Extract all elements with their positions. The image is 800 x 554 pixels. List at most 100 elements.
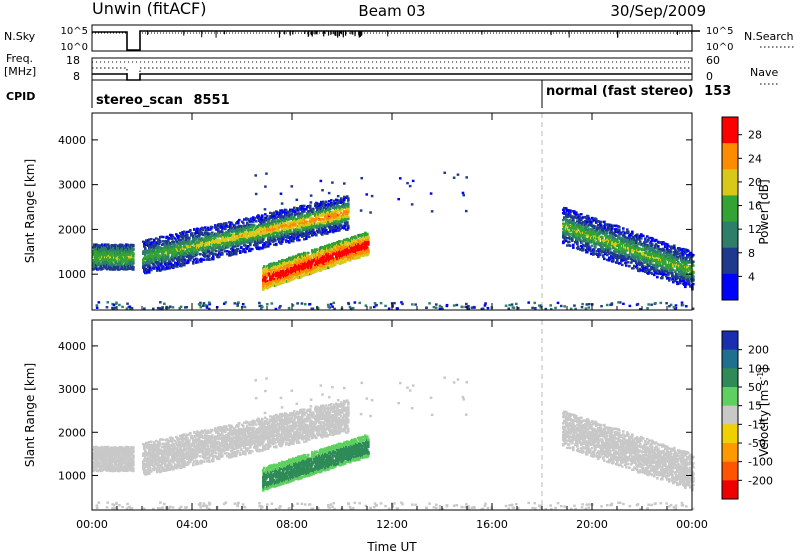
power-cell — [242, 226, 245, 229]
power-cell — [305, 273, 308, 277]
power-cell — [299, 212, 302, 215]
power-cell — [167, 264, 170, 268]
cpid-segment-2: normal (fast stereo) 153 — [546, 84, 731, 99]
power-cell — [120, 246, 123, 249]
power-cell — [161, 252, 164, 256]
power-cell — [132, 261, 135, 264]
cpid-name-2: normal (fast stereo) — [546, 84, 694, 99]
power-cell — [262, 238, 265, 241]
power-cell — [144, 264, 147, 267]
power-cell — [182, 232, 185, 236]
power-cell — [297, 209, 300, 212]
power-cell — [321, 214, 324, 217]
power-cell — [347, 199, 350, 202]
power-cell — [323, 206, 326, 209]
power-cell — [318, 221, 321, 225]
power-cell — [158, 267, 161, 271]
power-cell — [275, 223, 278, 226]
power-cell — [336, 251, 339, 254]
power-cell — [302, 215, 305, 219]
power-cell — [249, 242, 252, 245]
power-cell — [143, 245, 146, 248]
power-cell — [282, 221, 285, 224]
power-cell — [202, 233, 205, 237]
power-cell — [225, 238, 228, 241]
power-cell — [241, 240, 244, 243]
power-cell — [354, 256, 357, 259]
power-cell — [230, 253, 233, 256]
power-cell — [204, 240, 207, 244]
power-echo-cells — [92, 171, 695, 311]
power-cell — [183, 257, 186, 261]
power-cell — [193, 228, 196, 231]
power-cell — [107, 249, 110, 252]
power-cell — [232, 243, 235, 246]
power-cell — [281, 259, 284, 262]
power-cell — [310, 272, 313, 275]
power-cell — [300, 260, 303, 264]
power-cell — [164, 243, 167, 246]
power-cell — [232, 248, 235, 251]
power-cell — [246, 247, 249, 251]
power-cell — [200, 260, 203, 263]
power-cell — [180, 238, 183, 241]
power-cell — [179, 254, 182, 257]
power-cell — [286, 220, 289, 223]
power-cell — [342, 250, 345, 253]
power-cell — [241, 238, 244, 242]
power-cell — [98, 252, 101, 256]
power-cell — [198, 243, 201, 246]
power-cell — [273, 236, 276, 240]
power-cell — [269, 221, 272, 225]
nave-tick-top: 60 — [706, 54, 720, 67]
power-cell — [316, 265, 319, 268]
power-cell — [102, 250, 105, 254]
power-cell — [347, 205, 350, 209]
power-cell — [113, 263, 116, 267]
power-cell — [339, 227, 342, 231]
power-cell — [339, 205, 342, 208]
power-cell — [340, 224, 343, 227]
power-cell — [300, 218, 303, 221]
power-cell — [308, 232, 311, 236]
power-cell — [331, 261, 334, 265]
power-cell — [101, 243, 104, 246]
power-cell — [225, 236, 228, 240]
power-cell — [281, 260, 284, 264]
power-cell — [323, 202, 326, 206]
power-cell — [311, 262, 314, 265]
power-cell — [287, 222, 290, 225]
power-cell — [261, 240, 264, 244]
power-cell — [322, 227, 325, 230]
power-cell — [172, 250, 175, 253]
power-cell — [334, 226, 337, 230]
power-cell — [300, 275, 303, 279]
power-cell — [92, 267, 95, 270]
power-cell — [124, 265, 127, 268]
power-cell — [254, 240, 257, 243]
power-cell — [214, 245, 217, 248]
power-cell — [248, 227, 251, 231]
power-cell — [307, 211, 310, 215]
power-cell — [167, 253, 170, 256]
power-cell — [316, 253, 319, 257]
power-cell — [320, 220, 323, 224]
power-cell — [293, 277, 296, 280]
power-cell — [309, 207, 312, 210]
power-cell — [284, 230, 287, 234]
power-cell — [305, 224, 308, 228]
power-cell — [182, 247, 185, 250]
power-cell — [212, 257, 215, 261]
power-cell — [330, 257, 333, 261]
power-cell — [306, 216, 309, 220]
power-cell — [347, 240, 350, 244]
power-cell — [318, 214, 321, 218]
power-cell — [336, 246, 339, 249]
power-cell — [302, 253, 305, 256]
power-cell — [186, 234, 189, 237]
power-cell — [283, 226, 286, 229]
power-cell — [315, 234, 318, 237]
power-cell — [343, 211, 346, 214]
power-cell — [273, 235, 276, 238]
